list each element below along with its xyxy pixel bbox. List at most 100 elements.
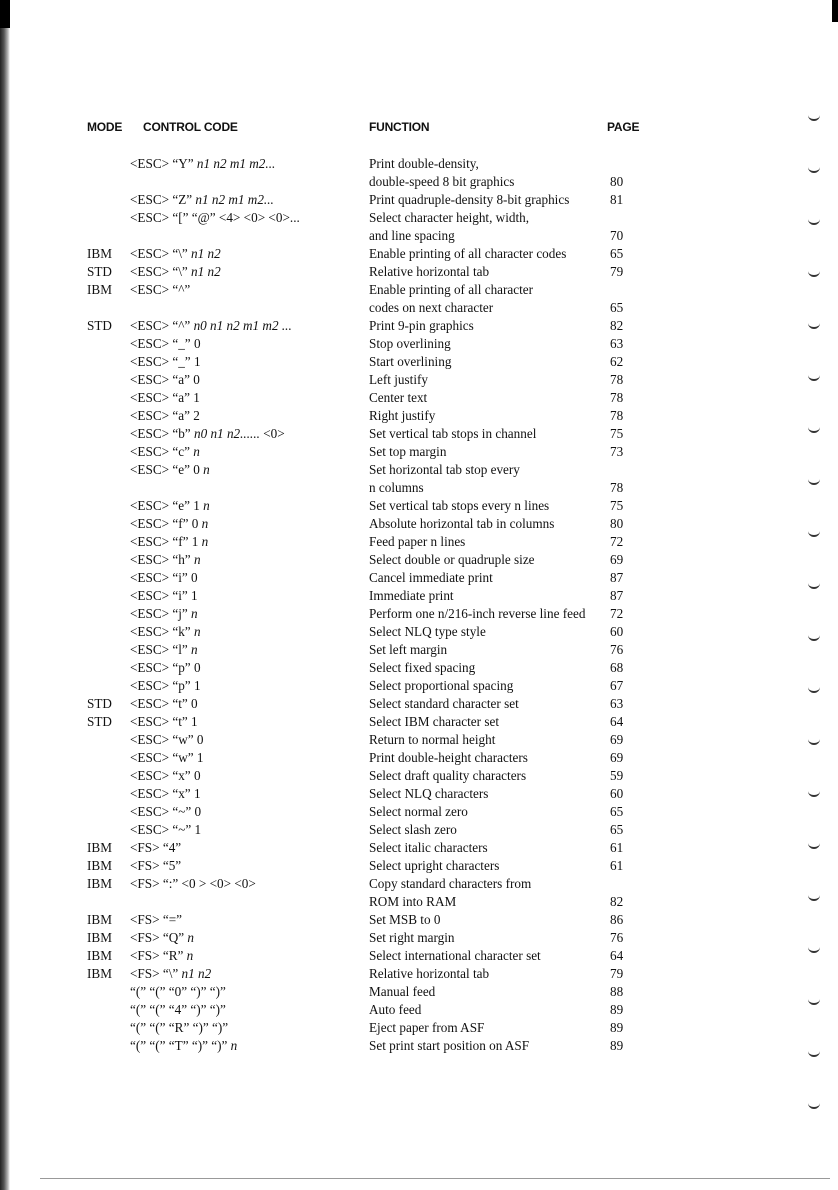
function-cell: Absolute horizontal tab in columns xyxy=(369,516,555,531)
table-row: <ESC> “j” n Perform one n/216-inch revers… xyxy=(0,605,838,623)
row-line: <ESC> “_” 1 Start overlining 62 xyxy=(0,353,838,371)
row-line: IBM <FS> “R” n Select international charac… xyxy=(0,947,838,965)
code-segment: n1 n2 xyxy=(181,966,212,981)
function-cell: Select IBM character set xyxy=(369,714,499,729)
function-cell: Manual feed xyxy=(369,984,436,999)
code-segment: n1 n2 m1 m2... xyxy=(196,156,276,171)
row-line: <ESC> “j” n Perform one n/216-inch revers… xyxy=(0,605,838,623)
table-row: <ESC> “f” 0 n Absolute horizontal tab in … xyxy=(0,515,838,533)
page-cell: 67 xyxy=(610,678,624,693)
code-segment: <FS> “5” xyxy=(130,858,182,873)
code-segment: <ESC> “Y” xyxy=(130,156,197,171)
code-segment: <ESC> “p” 0 xyxy=(130,660,201,675)
row-line: <ESC> “~” 0 Select normal zero 65 xyxy=(0,803,838,821)
row-line: <ESC> “e” 1 n Set vertical tab stops ever… xyxy=(0,497,838,515)
row-line: <ESC> “a” 2 Right justify 78 xyxy=(0,407,838,425)
row-line: <ESC> “Y” n1 n2 m1 m2... Print double-den… xyxy=(0,155,838,173)
control-code-cell: <ESC> “p” 1 xyxy=(130,677,201,695)
function-cell: Select proportional spacing xyxy=(369,678,514,693)
scan-margin-mark xyxy=(808,271,820,277)
scan-margin-mark xyxy=(808,947,820,953)
mode-cell: IBM xyxy=(87,840,112,855)
table-row: <ESC> “e” 1 n Set vertical tab stops ever… xyxy=(0,497,838,515)
code-segment: n xyxy=(191,606,198,621)
function-cell: Print 9-pin graphics xyxy=(369,318,474,333)
row-line: <ESC> “b” n0 n1 n2...... <0> Set vertical… xyxy=(0,425,838,443)
page-cell: 64 xyxy=(610,948,624,963)
function-cell: Select normal zero xyxy=(369,804,468,819)
page-cell: 59 xyxy=(610,768,624,783)
function-cell: Immediate print xyxy=(369,588,454,603)
code-segment: <FS> “:” <0 > <0> <0> xyxy=(130,876,256,891)
row-line: <ESC> “e” 0 n Set horizontal tab stop eve… xyxy=(0,461,838,479)
row-line: <ESC> “h” n Select double or quadruple si… xyxy=(0,551,838,569)
page-cell: 63 xyxy=(610,336,624,351)
row-line: <ESC> “x” 1 Select NLQ characters 60 xyxy=(0,785,838,803)
code-segment: n xyxy=(193,552,201,567)
control-code-cell: <ESC> “a” 1 xyxy=(130,389,200,407)
scan-margin-mark xyxy=(808,1103,820,1109)
table-row: IBM <FS> “=” Set MSB to 0 86 xyxy=(0,911,838,929)
code-segment: “(” “(” “R” “)” “)” xyxy=(130,1020,229,1035)
control-code-cell: <ESC> “f” 0 n xyxy=(130,515,208,533)
row-line: “(” “(” “0” “)” “)” Manual feed 88 xyxy=(0,983,838,1001)
page-cell: 80 xyxy=(610,516,624,531)
page-cell: 69 xyxy=(610,552,624,567)
code-segment: <FS> “R” xyxy=(130,948,187,963)
code-segment: <ESC> “h” xyxy=(130,552,194,567)
code-segment: <ESC> “w” 0 xyxy=(130,732,204,747)
code-segment: <ESC> “_” 0 xyxy=(130,336,201,351)
control-code-cell: <ESC> “a” 2 xyxy=(130,407,200,425)
code-segment: n1 n2 xyxy=(191,264,221,279)
table-row: “(” “(” “R” “)” “)” Eject paper from ASF 8… xyxy=(0,1019,838,1037)
code-segment: <ESC> “f” 0 xyxy=(130,516,202,531)
table-row: <ESC> “a” 2 Right justify 78 xyxy=(0,407,838,425)
row-line: IBM <ESC> “\” n1 n2 Enable printing of all… xyxy=(0,245,838,263)
table-row: <ESC> “e” 0 n Set horizontal tab stop eve… xyxy=(0,461,838,497)
code-segment: <ESC> “a” 0 xyxy=(130,372,200,387)
scan-margin-mark xyxy=(808,167,820,173)
control-code-cell: <ESC> “x” 1 xyxy=(130,785,201,803)
code-segment: “(” “(” “4” “)” “)” xyxy=(130,1002,226,1017)
row-line: STD <ESC> “\” n1 n2 Relative horizontal ta… xyxy=(0,263,838,281)
row-line: codes on next character 65 xyxy=(0,299,838,317)
mode-cell: IBM xyxy=(87,966,112,981)
function-cell: Set top margin xyxy=(369,444,447,459)
code-segment: <ESC> “c” xyxy=(130,444,194,459)
code-segment: <ESC> “e” 1 xyxy=(130,498,204,513)
control-code-cell: <ESC> “^” xyxy=(130,281,190,299)
code-segment: <ESC> “a” 1 xyxy=(130,390,200,405)
code-segment: <ESC> “[” “@” <4> <0> <0>... xyxy=(130,210,300,225)
page-cell: 76 xyxy=(610,642,624,657)
table-row: “(” “(” “4” “)” “)” Auto feed 89 xyxy=(0,1001,838,1019)
code-segment: <ESC> “^” xyxy=(130,318,194,333)
function-cell: Select NLQ type style xyxy=(369,624,486,639)
table-row: <ESC> “p” 0 Select fixed spacing 68 xyxy=(0,659,838,677)
table-row: <ESC> “_” 0 Stop overlining 63 xyxy=(0,335,838,353)
control-code-cell: <ESC> “j” n xyxy=(130,605,198,623)
table-row: <ESC> “[” “@” <4> <0> <0>... Select chara… xyxy=(0,209,838,245)
table-row: STD <ESC> “t” 1 Select IBM character set 64 xyxy=(0,713,838,731)
control-code-cell: <ESC> “a” 0 xyxy=(130,371,200,389)
row-line: IBM <ESC> “^” Enable printing of all chara… xyxy=(0,281,838,299)
mode-cell: STD xyxy=(87,714,112,729)
table-row: IBM <FS> “\” n1 n2 Relative horizontal tab… xyxy=(0,965,838,983)
page-cell: 65 xyxy=(610,822,624,837)
page-cell: 73 xyxy=(610,444,624,459)
table-row: <ESC> “p” 1 Select proportional spacing 67 xyxy=(0,677,838,695)
row-line: <ESC> “f” 0 n Absolute horizontal tab in … xyxy=(0,515,838,533)
scan-margin-mark xyxy=(808,999,820,1005)
control-code-cell: <FS> “:” <0 > <0> <0> xyxy=(130,875,256,893)
scan-margin-mark xyxy=(808,635,820,641)
table-row: <ESC> “_” 1 Start overlining 62 xyxy=(0,353,838,371)
page-cell: 86 xyxy=(610,912,624,927)
scan-margin-mark xyxy=(808,739,820,745)
page-cell: 62 xyxy=(610,354,624,369)
code-segment: <ESC> “p” 1 xyxy=(130,678,201,693)
scan-corner-mark xyxy=(832,0,838,22)
function-cell: Set MSB to 0 xyxy=(369,912,441,927)
control-code-cell: <ESC> “t” 1 xyxy=(130,713,198,731)
table-row: <ESC> “Z” n1 n2 m1 m2... Print quadruple-… xyxy=(0,191,838,209)
function-cell: ROM into RAM xyxy=(369,894,457,909)
code-segment: n0 n1 n2 m1 m2 ... xyxy=(193,318,292,333)
